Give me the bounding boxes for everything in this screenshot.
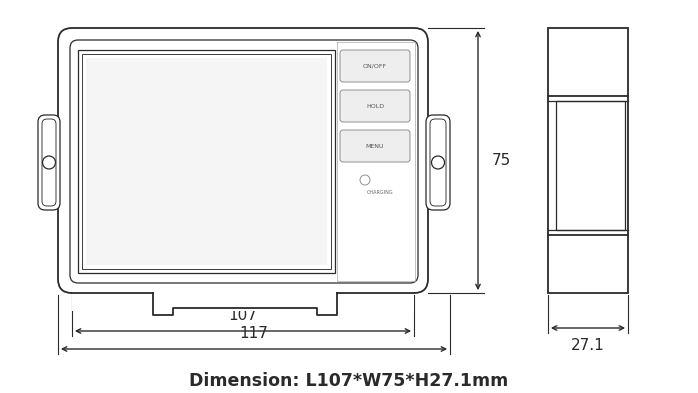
Text: CHARGING: CHARGING bbox=[366, 189, 393, 195]
Text: HOLD: HOLD bbox=[366, 103, 384, 108]
FancyBboxPatch shape bbox=[38, 115, 60, 210]
Bar bbox=[86, 58, 327, 265]
Text: 107: 107 bbox=[228, 308, 258, 323]
Bar bbox=[556, 101, 625, 230]
Text: MENU: MENU bbox=[366, 143, 385, 149]
FancyBboxPatch shape bbox=[340, 90, 410, 122]
Text: ON/OFF: ON/OFF bbox=[363, 64, 387, 68]
FancyBboxPatch shape bbox=[340, 130, 410, 162]
Bar bbox=[82, 54, 331, 269]
Bar bbox=[548, 28, 628, 293]
FancyBboxPatch shape bbox=[340, 50, 410, 82]
Text: 27.1: 27.1 bbox=[571, 338, 605, 353]
Text: 75: 75 bbox=[492, 153, 511, 168]
Text: Dimension: L107*W75*H27.1mm: Dimension: L107*W75*H27.1mm bbox=[189, 372, 509, 390]
FancyBboxPatch shape bbox=[426, 115, 450, 210]
Text: 117: 117 bbox=[239, 326, 269, 341]
Bar bbox=[78, 50, 335, 273]
Bar bbox=[72, 291, 414, 311]
